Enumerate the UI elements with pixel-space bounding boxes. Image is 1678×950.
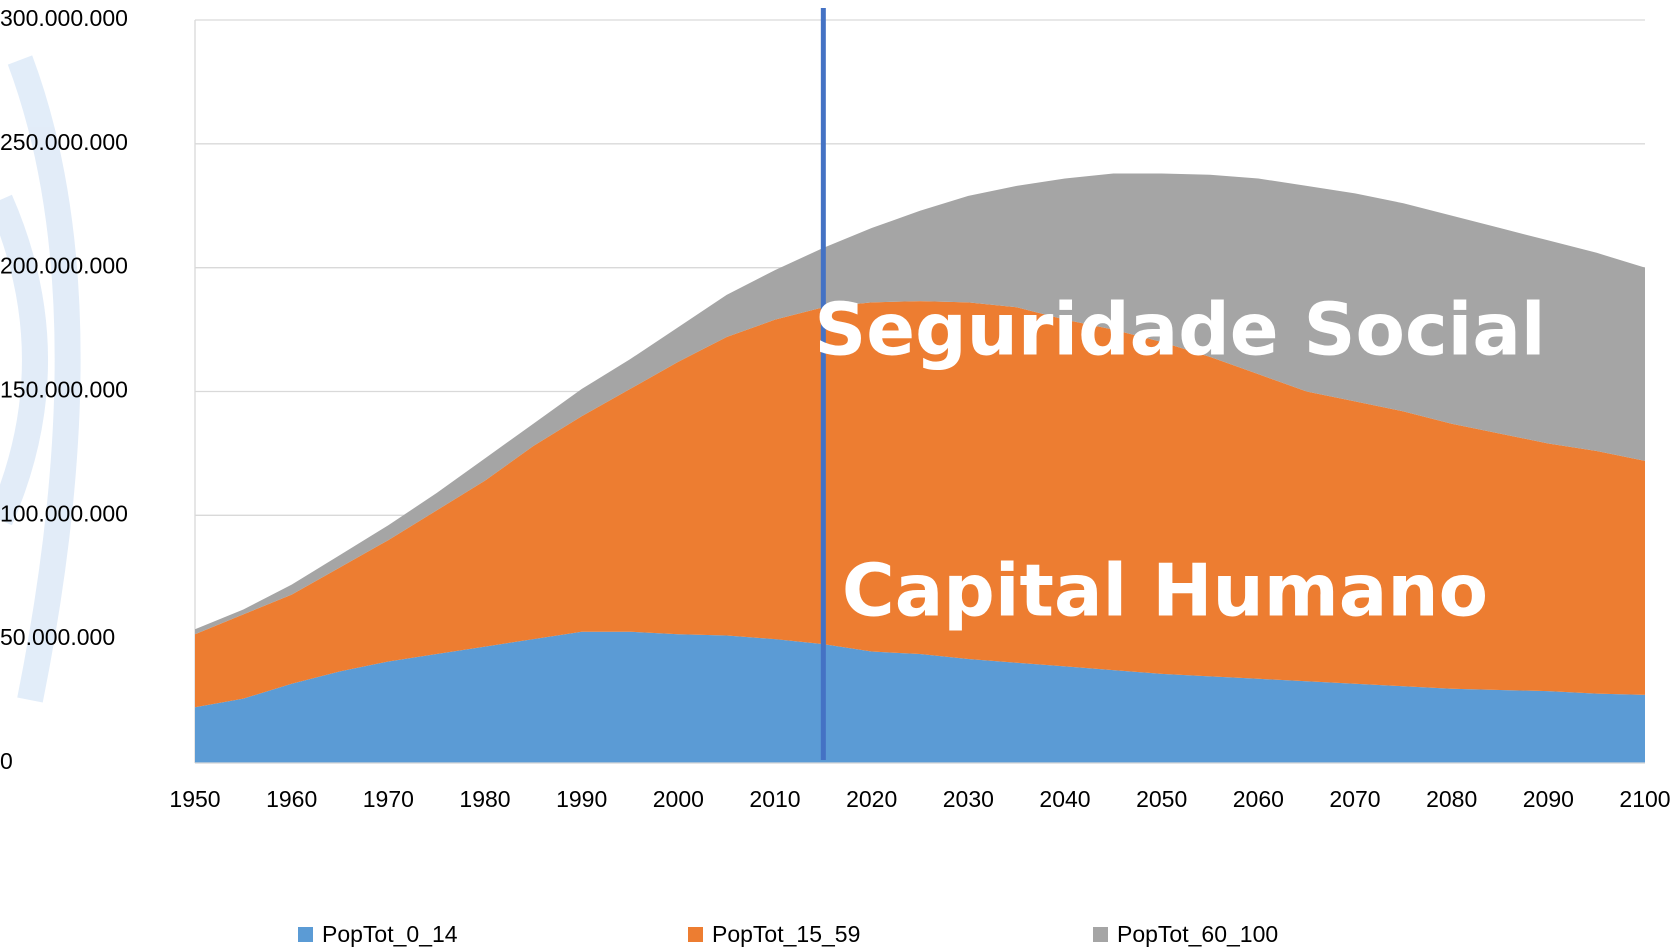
x-tick-label: 2030 [943, 786, 994, 812]
y-tick-label: 300.000.000 [0, 5, 128, 31]
x-tick-label: 1960 [266, 786, 317, 812]
y-tick-label: 50.000.000 [0, 624, 115, 650]
y-tick-label: 0 [0, 748, 13, 774]
x-tick-label: 2000 [653, 786, 704, 812]
legend-swatch [688, 927, 703, 942]
x-tick-label: 2100 [1619, 786, 1670, 812]
area [195, 631, 1645, 763]
watermark [0, 55, 81, 703]
x-tick-label: 2070 [1329, 786, 1380, 812]
x-tick-label: 1970 [363, 786, 414, 812]
legend-swatch [1093, 927, 1108, 942]
y-tick-label: 100.000.000 [0, 500, 128, 526]
x-tick-label: 2080 [1426, 786, 1477, 812]
legend-label: PopTot_60_100 [1117, 921, 1278, 947]
x-tick-label: 1980 [459, 786, 510, 812]
x-tick-label: 2090 [1523, 786, 1574, 812]
x-tick-label: 1990 [556, 786, 607, 812]
x-tick-label: 2060 [1233, 786, 1284, 812]
y-tick-label: 250.000.000 [0, 129, 128, 155]
legend-swatch [298, 927, 313, 942]
x-tick-label: 2020 [846, 786, 897, 812]
y-tick-label: 200.000.000 [0, 253, 128, 279]
x-tick-label: 2010 [749, 786, 800, 812]
annotation: Capital Humano [842, 549, 1488, 633]
legend-label: PopTot_15_59 [712, 921, 860, 947]
annotation: Seguridade Social [814, 288, 1545, 372]
x-tick-label: 2050 [1136, 786, 1187, 812]
y-tick-label: 150.000.000 [0, 377, 128, 403]
x-tick-label: 2040 [1039, 786, 1090, 812]
legend-label: PopTot_0_14 [322, 921, 458, 947]
area [195, 301, 1645, 708]
x-tick-label: 1950 [169, 786, 220, 812]
area [195, 173, 1645, 635]
